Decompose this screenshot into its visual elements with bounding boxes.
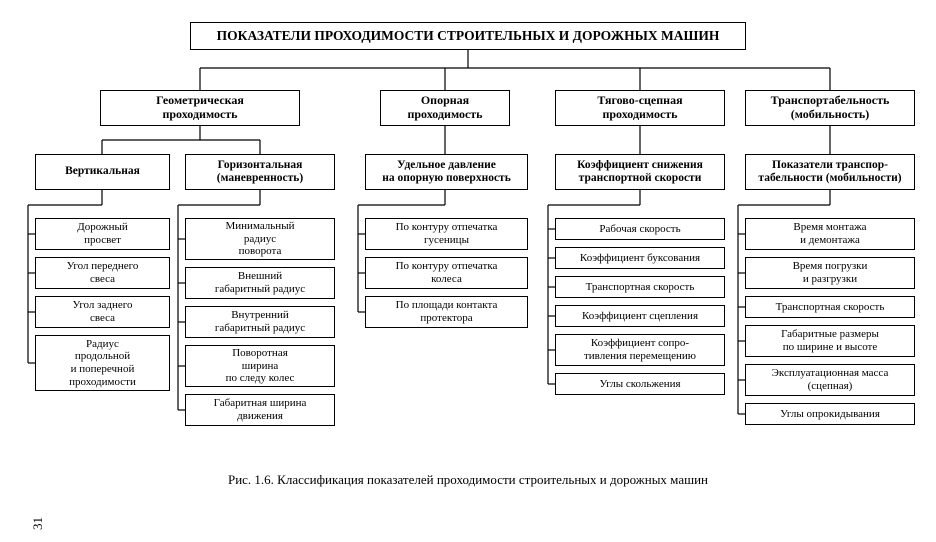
leaf-vertical-3: Радиуспродольнойи поперечнойпроходимости xyxy=(35,335,170,391)
sub-support: Удельное давлениена опорную поверхность xyxy=(365,154,528,190)
leaf-transport-1: Время погрузкии разгрузки xyxy=(745,257,915,289)
leaf-support-0: По контуру отпечаткагусеницы xyxy=(365,218,528,250)
leaf-transport-5: Углы опрокидывания xyxy=(745,403,915,425)
leaf-horizontal-0: Минимальныйрадиусповорота xyxy=(185,218,335,260)
leaf-vertical-0: Дорожныйпросвет xyxy=(35,218,170,250)
leaf-support-1: По контуру отпечаткаколеса xyxy=(365,257,528,289)
leaf-traction-5: Углы скольжения xyxy=(555,373,725,395)
leaf-transport-2: Транспортная скорость xyxy=(745,296,915,318)
category-geom: Геометрическаяпроходимость xyxy=(100,90,300,126)
category-support: Опорнаяпроходимость xyxy=(380,90,510,126)
root-node: ПОКАЗАТЕЛИ ПРОХОДИМОСТИ СТРОИТЕЛЬНЫХ И Д… xyxy=(190,22,746,50)
leaf-traction-0: Рабочая скорость xyxy=(555,218,725,240)
leaf-traction-1: Коэффициент буксования xyxy=(555,247,725,269)
leaf-transport-4: Эксплуатационная масса(сцепная) xyxy=(745,364,915,396)
leaf-horizontal-2: Внутреннийгабаритный радиус xyxy=(185,306,335,338)
category-transport: Транспортабельность(мобильность) xyxy=(745,90,915,126)
sub-vertical: Вертикальная xyxy=(35,154,170,190)
leaf-horizontal-1: Внешнийгабаритный радиус xyxy=(185,267,335,299)
leaf-horizontal-3: Поворотнаяширинапо следу колес xyxy=(185,345,335,387)
leaf-transport-0: Время монтажаи демонтажа xyxy=(745,218,915,250)
figure-caption: Рис. 1.6. Классификация показателей прох… xyxy=(0,472,936,488)
leaf-transport-3: Габаритные размерыпо ширине и высоте xyxy=(745,325,915,357)
leaf-vertical-1: Угол переднегосвеса xyxy=(35,257,170,289)
leaf-traction-3: Коэффициент сцепления xyxy=(555,305,725,327)
leaf-traction-2: Транспортная скорость xyxy=(555,276,725,298)
leaf-vertical-2: Угол заднегосвеса xyxy=(35,296,170,328)
leaf-traction-4: Коэффициент сопро-тивления перемещению xyxy=(555,334,725,366)
leaf-support-2: По площади контактапротектора xyxy=(365,296,528,328)
page-number: 31 xyxy=(30,517,46,530)
leaf-horizontal-4: Габаритная ширинадвижения xyxy=(185,394,335,426)
sub-horizontal: Горизонтальная(маневренность) xyxy=(185,154,335,190)
sub-transport: Показатели транспор-табельности (мобильн… xyxy=(745,154,915,190)
sub-traction: Коэффициент снижениятранспортной скорост… xyxy=(555,154,725,190)
category-traction: Тягово-сцепнаяпроходимость xyxy=(555,90,725,126)
